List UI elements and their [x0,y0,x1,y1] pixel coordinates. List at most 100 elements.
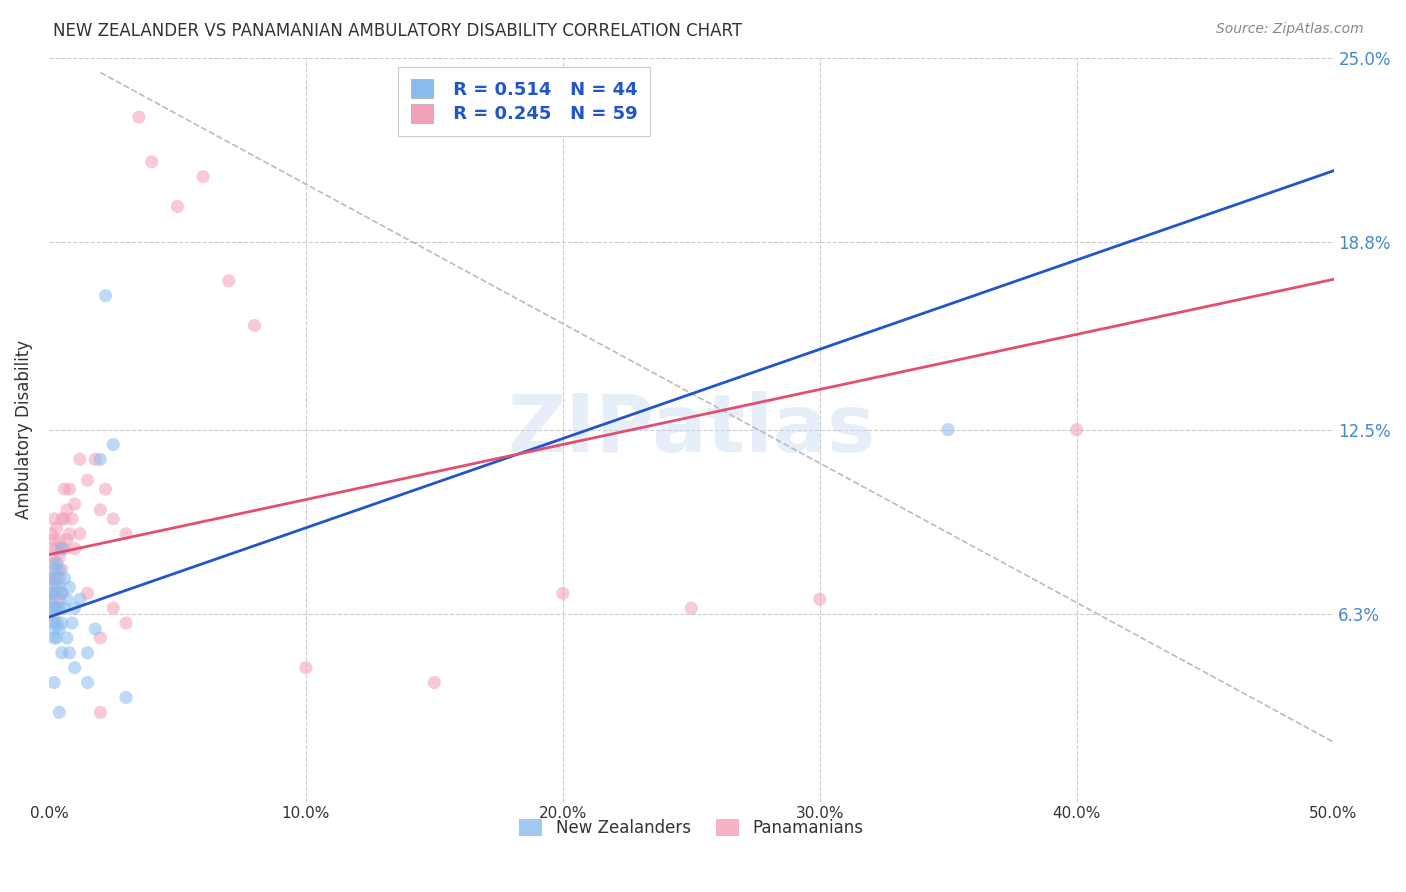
Point [48,601,70,615]
Point [41,601,63,615]
Point [423,675,446,690]
Point [89,452,111,467]
Point [53,541,76,556]
Point [103,512,125,526]
Point [41,557,63,571]
Point [76,473,98,487]
Point [53,571,76,585]
Point [76,675,98,690]
Point [48,562,70,576]
Point [42,580,65,594]
Point [51,541,73,556]
Point [42,615,65,630]
Point [51,586,73,600]
Point [89,503,111,517]
Point [681,601,703,615]
Point [551,586,574,600]
Point [115,615,138,630]
Point [45,631,67,645]
Legend: New Zealanders, Panamanians: New Zealanders, Panamanians [510,811,872,846]
Point [48,622,70,636]
Point [48,571,70,585]
Point [45,580,67,594]
Point [89,631,111,645]
Point [56,533,79,547]
Text: Source: ZipAtlas.com: Source: ZipAtlas.com [1216,22,1364,37]
Point [42,562,65,576]
Point [51,541,73,556]
Point [45,562,67,576]
Point [60,512,83,526]
Point [94,289,117,303]
Point [94,482,117,496]
Point [42,622,65,636]
Point [41,592,63,607]
Point [41,571,63,585]
Point [45,571,67,585]
Point [48,592,70,607]
Point [60,615,83,630]
Point [53,482,76,496]
Point [76,646,98,660]
Point [166,199,188,213]
Point [48,706,70,720]
Point [103,601,125,615]
Point [63,601,86,615]
Point [48,580,70,594]
Point [141,154,163,169]
Point [48,550,70,565]
Point [103,437,125,451]
Point [56,592,79,607]
Text: NEW ZEALANDER VS PANAMANIAN AMBULATORY DISABILITY CORRELATION CHART: NEW ZEALANDER VS PANAMANIAN AMBULATORY D… [53,22,742,40]
Point [42,592,65,607]
Point [218,274,240,288]
Point [191,169,214,184]
Point [41,586,63,600]
Point [115,526,138,541]
Point [51,586,73,600]
Point [56,631,79,645]
Point [45,557,67,571]
Point [42,550,65,565]
Point [69,526,91,541]
Point [69,592,91,607]
Point [84,452,107,467]
Point [69,452,91,467]
Point [42,631,65,645]
Point [48,533,70,547]
Point [41,571,63,585]
Point [53,512,76,526]
Point [42,601,65,615]
Point [243,318,266,333]
Point [84,622,107,636]
Point [58,646,80,660]
Point [45,601,67,615]
Point [51,562,73,576]
Point [42,610,65,624]
Point [42,675,65,690]
Point [41,586,63,600]
Point [42,533,65,547]
Point [58,580,80,594]
Y-axis label: Ambulatory Disability: Ambulatory Disability [15,340,32,519]
Point [56,503,79,517]
Point [45,601,67,615]
Point [58,482,80,496]
Point [45,521,67,535]
Point [89,706,111,720]
Point [53,601,76,615]
Point [45,586,67,600]
Point [808,592,831,607]
Point [63,541,86,556]
Point [58,526,80,541]
Point [63,661,86,675]
Point [42,512,65,526]
Point [63,497,86,511]
Point [128,110,150,124]
Point [51,615,73,630]
Point [115,690,138,705]
Point [1066,423,1088,437]
Point [295,661,318,675]
Point [76,586,98,600]
Point [41,526,63,541]
